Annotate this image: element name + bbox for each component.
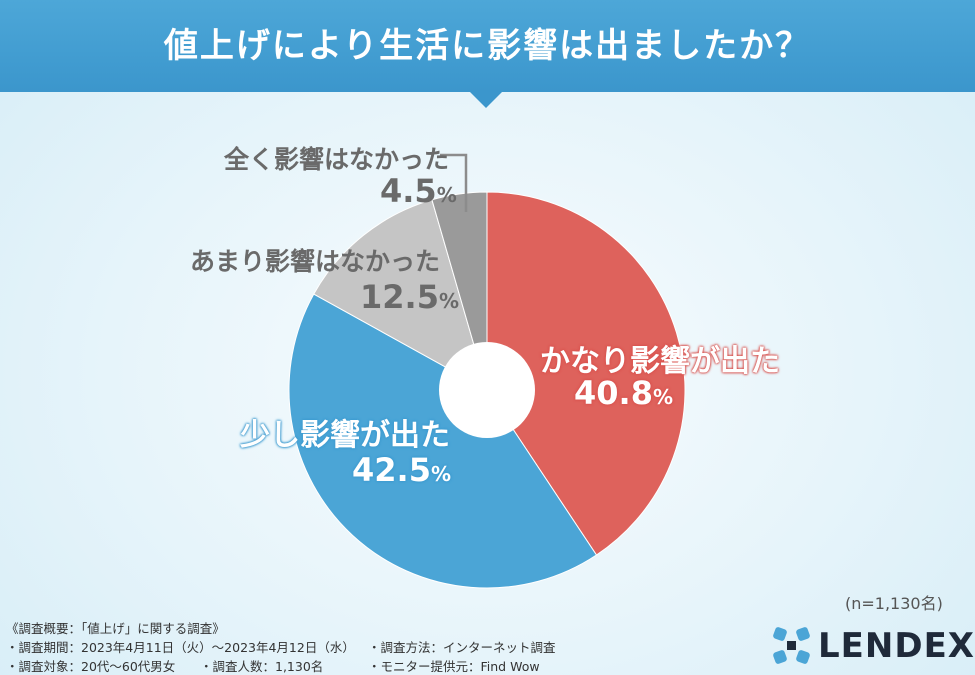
slice-value-mattaku-unit: % [436, 183, 457, 207]
pie-center-hole [439, 342, 535, 438]
slice-value-mattaku-num: 4.5 [380, 172, 437, 210]
slice-label-kanari: かなり影響が出た [540, 344, 780, 379]
slice-value-mattaku: 4.5% [380, 172, 457, 210]
survey-provider: ・モニター提供元：Find Wow [368, 659, 540, 674]
slice-label-sukoshi: 少し影響が出た [240, 418, 450, 453]
survey-method: ・調査方法：インターネット調査 [368, 640, 556, 655]
pie-slice-amari [313, 199, 488, 392]
survey-count: ・調査人数：1,130名 [200, 659, 324, 674]
slice-value-kanari-unit: % [652, 385, 673, 409]
slice-value-sukoshi-unit: % [430, 462, 451, 486]
survey-overview: 《調査概要：「値上げ」に関する調査》 ・調査期間：2023年4月11日（火）〜2… [0, 614, 975, 675]
slice-label-mattaku: 全く影響はなかった [224, 145, 450, 174]
survey-target: ・調査対象：20代〜60代男女 [6, 659, 176, 674]
slice-value-amari: 12.5% [360, 278, 459, 316]
chart-title: 値上げにより生活に影響は出ましたか？ [163, 26, 812, 66]
leader-line [440, 153, 468, 212]
pie-slice-mattaku [431, 191, 488, 391]
lendex-logo-icon [773, 627, 810, 664]
slice-value-kanari: 40.8% [574, 374, 673, 412]
survey-period: ・調査期間：2023年4月11日（火）〜2023年4月12日（水） [6, 640, 355, 655]
sample-size-note: (n=1,130名) [845, 594, 943, 613]
slice-value-sukoshi-num: 42.5 [352, 451, 431, 489]
survey-heading: 《調査概要：「値上げ」に関する調査》 [6, 621, 225, 636]
header-banner: 値上げにより生活に影響は出ましたか？ [0, 0, 975, 92]
slice-value-amari-num: 12.5 [360, 278, 439, 316]
slice-value-kanari-num: 40.8 [574, 374, 653, 412]
header-pointer [468, 90, 504, 108]
slice-value-amari-unit: % [438, 289, 459, 313]
slice-value-sukoshi: 42.5% [352, 451, 451, 489]
slice-label-amari: あまり影響はなかった [190, 247, 441, 276]
pie-slice-sukoshi [288, 293, 598, 589]
lendex-logo-text: LENDEX [818, 626, 975, 666]
